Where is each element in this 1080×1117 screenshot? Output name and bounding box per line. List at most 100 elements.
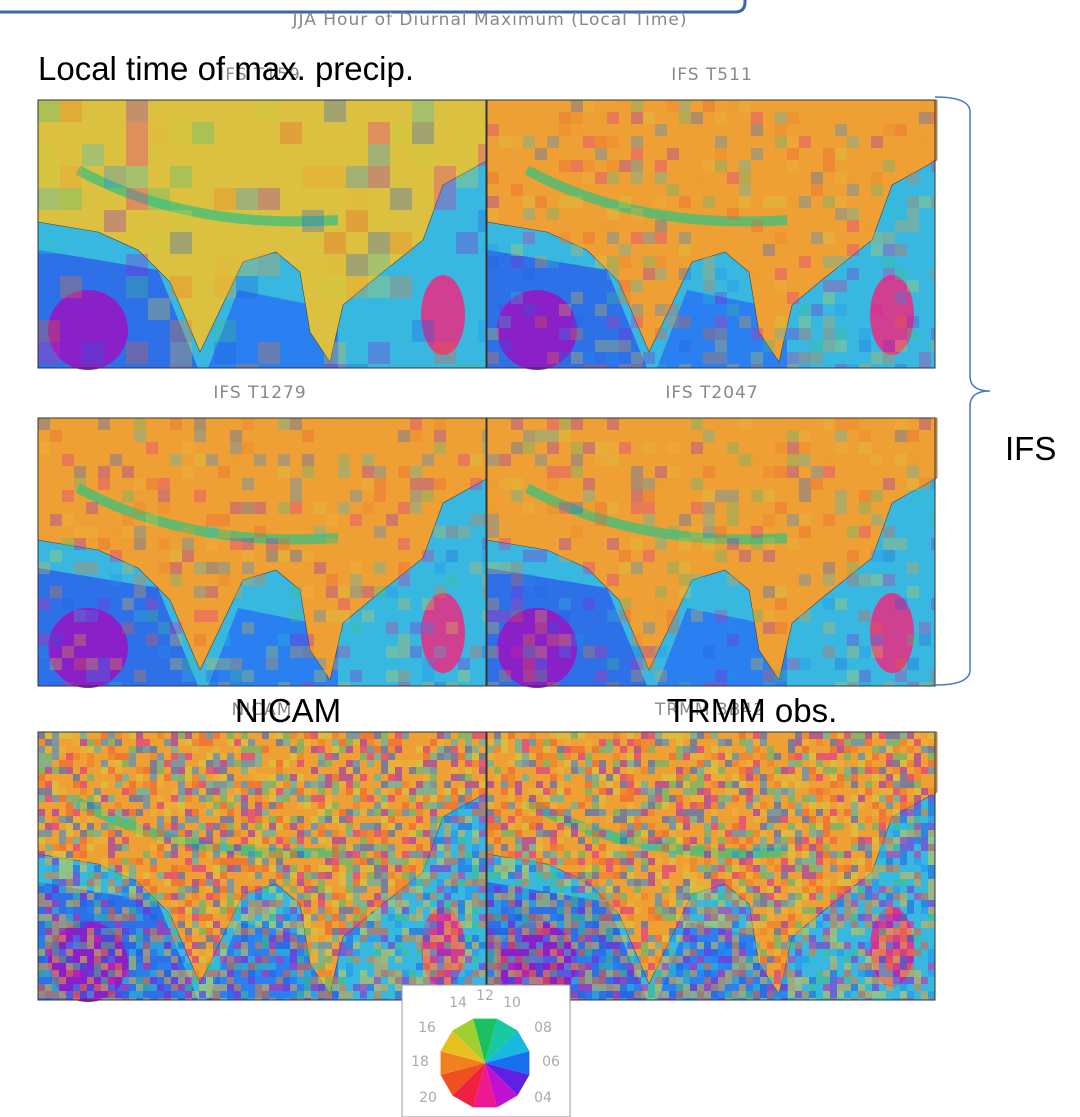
pixel bbox=[325, 865, 332, 872]
pixel bbox=[921, 802, 928, 809]
pixel bbox=[774, 816, 781, 823]
pixel bbox=[823, 292, 835, 304]
pixel bbox=[38, 442, 50, 454]
pixel bbox=[290, 610, 302, 622]
pixel bbox=[634, 816, 641, 823]
pixel bbox=[606, 900, 613, 907]
pixel bbox=[199, 907, 206, 914]
pixel bbox=[872, 760, 879, 767]
pixel bbox=[318, 774, 325, 781]
pixel bbox=[38, 746, 45, 753]
pixel bbox=[523, 208, 535, 220]
pixel bbox=[931, 268, 935, 280]
pixel bbox=[928, 991, 935, 998]
pixel bbox=[739, 907, 746, 914]
pixel bbox=[59, 921, 66, 928]
pixel bbox=[746, 844, 753, 851]
pixel bbox=[478, 320, 486, 342]
pixel bbox=[914, 879, 921, 886]
pixel bbox=[470, 646, 482, 658]
pixel bbox=[465, 865, 472, 872]
pixel bbox=[178, 837, 185, 844]
pixel bbox=[374, 795, 381, 802]
pixel bbox=[669, 963, 676, 970]
pixel bbox=[164, 935, 171, 942]
pixel bbox=[557, 809, 564, 816]
pixel bbox=[458, 963, 465, 970]
pixel bbox=[297, 893, 304, 900]
pixel bbox=[704, 858, 711, 865]
pixel bbox=[423, 851, 430, 858]
pixel bbox=[115, 970, 122, 977]
pixel bbox=[529, 739, 536, 746]
pixel bbox=[535, 340, 547, 352]
pixel bbox=[725, 977, 732, 984]
pixel bbox=[62, 490, 74, 502]
pixel bbox=[437, 970, 444, 977]
pixel bbox=[851, 865, 858, 872]
pixel bbox=[255, 921, 262, 928]
pixel bbox=[522, 928, 529, 935]
pixel bbox=[641, 865, 648, 872]
pixel bbox=[241, 732, 248, 739]
pixel bbox=[830, 956, 837, 963]
pixel bbox=[522, 921, 529, 928]
pixel bbox=[192, 739, 199, 746]
pixel bbox=[655, 268, 667, 280]
pixel bbox=[643, 658, 655, 670]
pixel bbox=[679, 112, 691, 124]
pixel bbox=[571, 872, 578, 879]
pixel bbox=[557, 935, 564, 942]
pixel bbox=[844, 956, 851, 963]
pixel bbox=[164, 914, 171, 921]
pixel bbox=[479, 879, 486, 886]
pixel bbox=[241, 928, 248, 935]
pixel bbox=[171, 774, 178, 781]
pixel bbox=[592, 795, 599, 802]
pixel bbox=[893, 809, 900, 816]
pixel bbox=[900, 928, 907, 935]
pixel bbox=[564, 949, 571, 956]
pixel bbox=[108, 879, 115, 886]
pixel bbox=[157, 865, 164, 872]
pixel bbox=[430, 837, 437, 844]
pixel bbox=[230, 586, 242, 598]
pixel bbox=[914, 970, 921, 977]
pixel bbox=[185, 774, 192, 781]
pixel bbox=[269, 949, 276, 956]
pixel bbox=[775, 466, 787, 478]
pixel bbox=[269, 830, 276, 837]
pixel bbox=[511, 598, 523, 610]
pixel bbox=[599, 914, 606, 921]
pixel bbox=[430, 977, 437, 984]
pixel bbox=[465, 837, 472, 844]
pixel bbox=[619, 562, 631, 574]
pixel bbox=[45, 795, 52, 802]
pixel bbox=[150, 858, 157, 865]
pixel bbox=[739, 991, 746, 998]
pixel bbox=[451, 753, 458, 760]
pixel bbox=[45, 949, 52, 956]
pixel bbox=[269, 879, 276, 886]
pixel bbox=[830, 942, 837, 949]
pixel bbox=[206, 830, 213, 837]
pixel bbox=[907, 562, 919, 574]
pixel bbox=[171, 970, 178, 977]
pixel bbox=[746, 760, 753, 767]
pixel bbox=[704, 823, 711, 830]
pixel bbox=[751, 490, 763, 502]
pixel bbox=[585, 886, 592, 893]
pixel bbox=[157, 802, 164, 809]
pixel bbox=[690, 858, 697, 865]
pixel bbox=[571, 634, 583, 646]
pixel bbox=[444, 942, 451, 949]
pixel bbox=[409, 767, 416, 774]
pixel bbox=[809, 732, 816, 739]
pixel bbox=[494, 830, 501, 837]
pixel bbox=[662, 991, 669, 998]
pixel bbox=[703, 268, 715, 280]
pixel bbox=[241, 823, 248, 830]
pixel bbox=[206, 746, 213, 753]
pixel bbox=[844, 732, 851, 739]
pixel bbox=[194, 430, 206, 442]
